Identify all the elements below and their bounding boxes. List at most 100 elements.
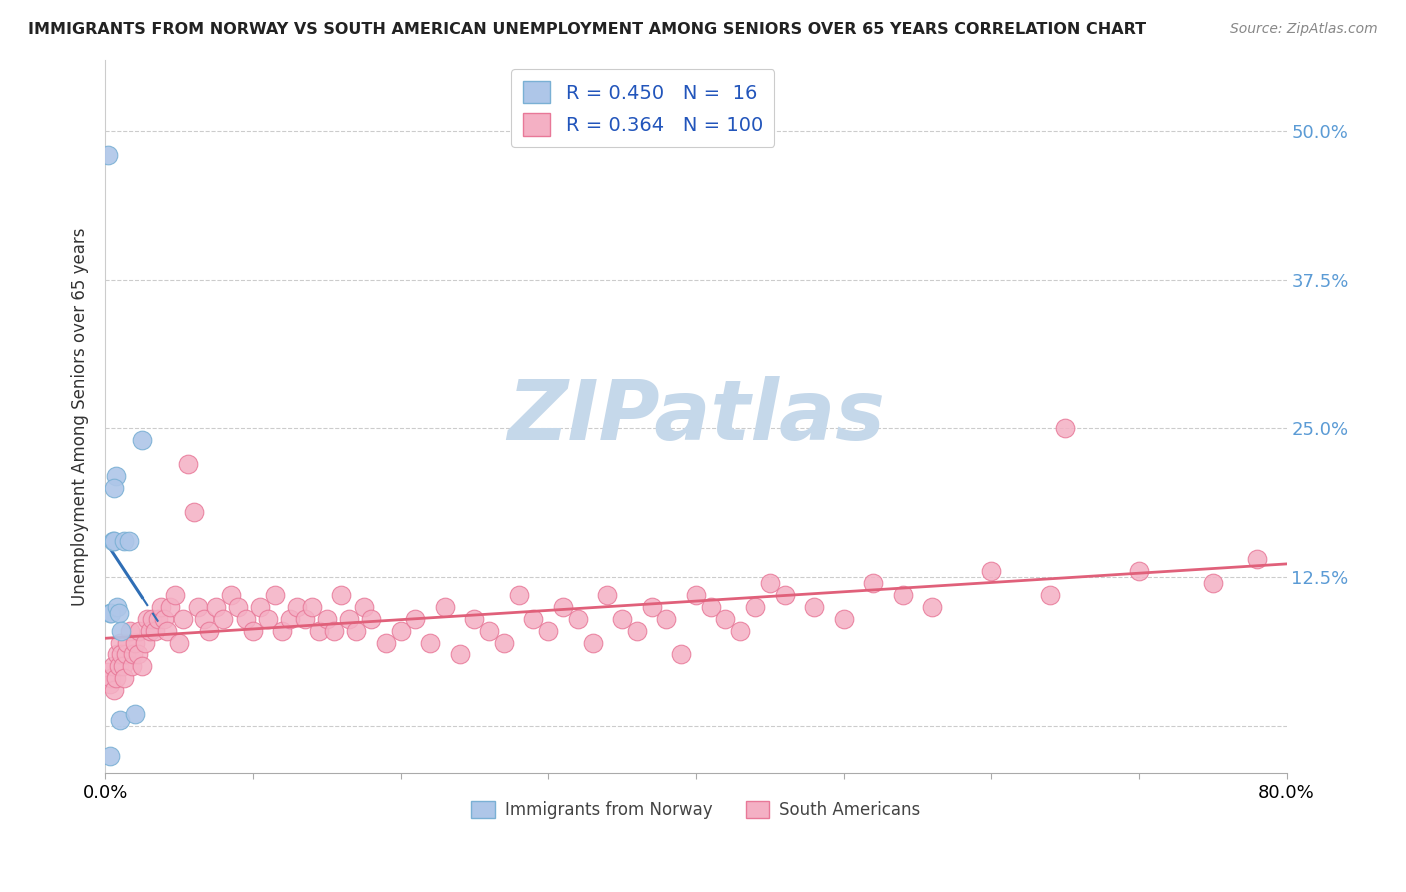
Point — [685, 588, 707, 602]
Point — [110, 648, 132, 662]
Point — [862, 576, 884, 591]
Point — [449, 648, 471, 662]
Point — [308, 624, 330, 638]
Y-axis label: Unemployment Among Seniors over 65 years: Unemployment Among Seniors over 65 years — [72, 227, 89, 606]
Point — [891, 588, 914, 602]
Point — [626, 624, 648, 638]
Point — [360, 612, 382, 626]
Point — [103, 534, 125, 549]
Point — [98, 606, 121, 620]
Point — [120, 624, 142, 638]
Point — [567, 612, 589, 626]
Point — [131, 659, 153, 673]
Point — [294, 612, 316, 626]
Point — [404, 612, 426, 626]
Point — [163, 588, 186, 602]
Point — [124, 706, 146, 721]
Point — [921, 599, 943, 614]
Point — [135, 612, 157, 626]
Point — [433, 599, 456, 614]
Point — [832, 612, 855, 626]
Point — [97, 148, 120, 162]
Point — [374, 635, 396, 649]
Point — [478, 624, 501, 638]
Point — [744, 599, 766, 614]
Point — [122, 648, 145, 662]
Point — [344, 624, 367, 638]
Point — [98, 748, 121, 763]
Point — [640, 599, 662, 614]
Point — [256, 612, 278, 626]
Point — [278, 612, 301, 626]
Point — [235, 612, 257, 626]
Point — [1246, 552, 1268, 566]
Point — [145, 624, 167, 638]
Point — [97, 665, 120, 680]
Point — [197, 624, 219, 638]
Point — [655, 612, 678, 626]
Point — [419, 635, 441, 649]
Point — [121, 659, 143, 673]
Point — [714, 612, 737, 626]
Text: Source: ZipAtlas.com: Source: ZipAtlas.com — [1230, 22, 1378, 37]
Point — [98, 677, 121, 691]
Point — [100, 671, 122, 685]
Point — [537, 624, 560, 638]
Point — [315, 612, 337, 626]
Point — [1039, 588, 1062, 602]
Point — [115, 648, 138, 662]
Point — [803, 599, 825, 614]
Point — [108, 713, 131, 727]
Point — [134, 635, 156, 649]
Point — [610, 612, 633, 626]
Point — [105, 648, 128, 662]
Point — [167, 635, 190, 649]
Point — [128, 624, 150, 638]
Point — [150, 599, 173, 614]
Point — [463, 612, 485, 626]
Point — [581, 635, 603, 649]
Text: ZIPatlas: ZIPatlas — [508, 376, 884, 457]
Point — [104, 469, 127, 483]
Point — [117, 635, 139, 649]
Point — [153, 612, 176, 626]
Point — [323, 624, 346, 638]
Point — [138, 624, 160, 638]
Point — [101, 534, 124, 549]
Point — [103, 481, 125, 495]
Point — [212, 612, 235, 626]
Point — [271, 624, 294, 638]
Point — [522, 612, 544, 626]
Point — [104, 671, 127, 685]
Point — [353, 599, 375, 614]
Point — [107, 606, 129, 620]
Point — [980, 564, 1002, 578]
Text: IMMIGRANTS FROM NORWAY VS SOUTH AMERICAN UNEMPLOYMENT AMONG SENIORS OVER 65 YEAR: IMMIGRANTS FROM NORWAY VS SOUTH AMERICAN… — [28, 22, 1146, 37]
Point — [103, 683, 125, 698]
Point — [699, 599, 721, 614]
Point — [156, 624, 179, 638]
Point — [100, 606, 122, 620]
Point — [105, 599, 128, 614]
Point — [508, 588, 530, 602]
Point — [249, 599, 271, 614]
Point — [108, 635, 131, 649]
Point — [110, 624, 132, 638]
Point — [148, 612, 170, 626]
Point — [301, 599, 323, 614]
Point — [131, 434, 153, 448]
Point — [773, 588, 796, 602]
Point — [758, 576, 780, 591]
Point — [111, 659, 134, 673]
Point — [187, 599, 209, 614]
Point — [124, 635, 146, 649]
Point — [1054, 421, 1077, 435]
Point — [492, 635, 515, 649]
Point — [127, 648, 149, 662]
Point — [596, 588, 619, 602]
Point — [389, 624, 412, 638]
Point — [551, 599, 574, 614]
Point — [107, 659, 129, 673]
Legend: Immigrants from Norway, South Americans: Immigrants from Norway, South Americans — [465, 794, 927, 826]
Point — [337, 612, 360, 626]
